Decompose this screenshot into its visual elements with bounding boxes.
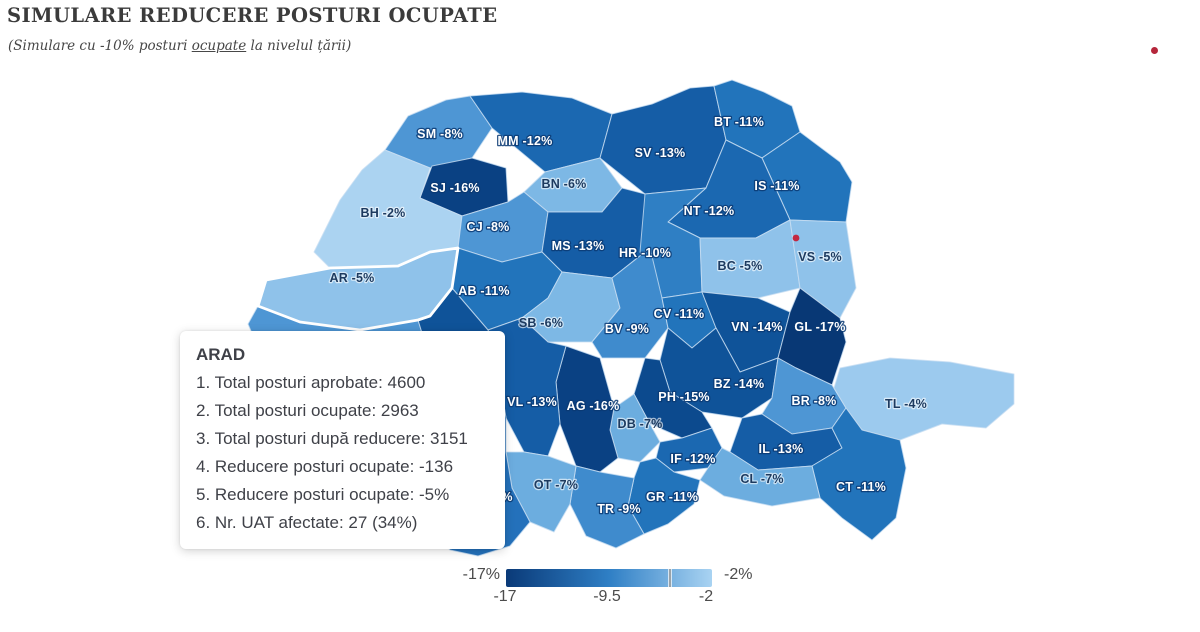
county-BV[interactable]	[591, 247, 669, 359]
county-VS[interactable]	[789, 219, 857, 319]
red-indicator-dot	[1151, 47, 1158, 54]
tooltip-county-name: ARAD	[196, 345, 246, 364]
county-CL[interactable]	[699, 447, 821, 507]
legend-max-label: -2%	[724, 566, 753, 583]
county-AG[interactable]	[555, 345, 619, 473]
subtitle-underlined-word: ocupate	[191, 38, 247, 54]
page-title: SIMULARE REDUCERE POSTURI OCUPATE	[7, 4, 498, 27]
map-cursor-dot	[792, 234, 800, 242]
tooltip-line: 5. Reducere posturi ocupate: -5%	[196, 485, 450, 504]
subtitle-suffix: la nivelul țării)	[246, 38, 352, 54]
legend-tick-mid: -9.5	[593, 588, 621, 605]
legend-min-label: -17%	[462, 566, 500, 583]
county-SV[interactable]	[599, 85, 727, 195]
county-TL[interactable]	[833, 357, 1015, 441]
legend-tick-max: -2	[698, 588, 714, 605]
tooltip-line: 4. Reducere posturi ocupate: -136	[196, 457, 454, 476]
tooltip-line: 2. Total posturi ocupate: 2963	[196, 401, 419, 420]
tooltip-line: 1. Total posturi aprobate: 4600	[196, 373, 426, 392]
color-legend: -17% -2% -17 -9.5 -2	[440, 564, 780, 614]
county-TR[interactable]	[569, 465, 645, 549]
county-AR-hovered[interactable]	[256, 246, 460, 332]
page-subtitle: (Simulare cu -10% posturi ocupate la niv…	[8, 38, 351, 54]
subtitle-prefix: (Simulare cu -10% posturi	[8, 38, 192, 54]
tooltip-line: 6. Nr. UAT afectate: 27 (34%)	[196, 513, 418, 532]
legend-tick-min: -17	[493, 588, 517, 605]
tooltip-line: 3. Total posturi după reducere: 3151	[196, 429, 468, 448]
legend-gradient-bar	[506, 569, 712, 587]
hover-tooltip: ARAD 1. Total posturi aprobate: 4600 2. …	[180, 331, 505, 549]
